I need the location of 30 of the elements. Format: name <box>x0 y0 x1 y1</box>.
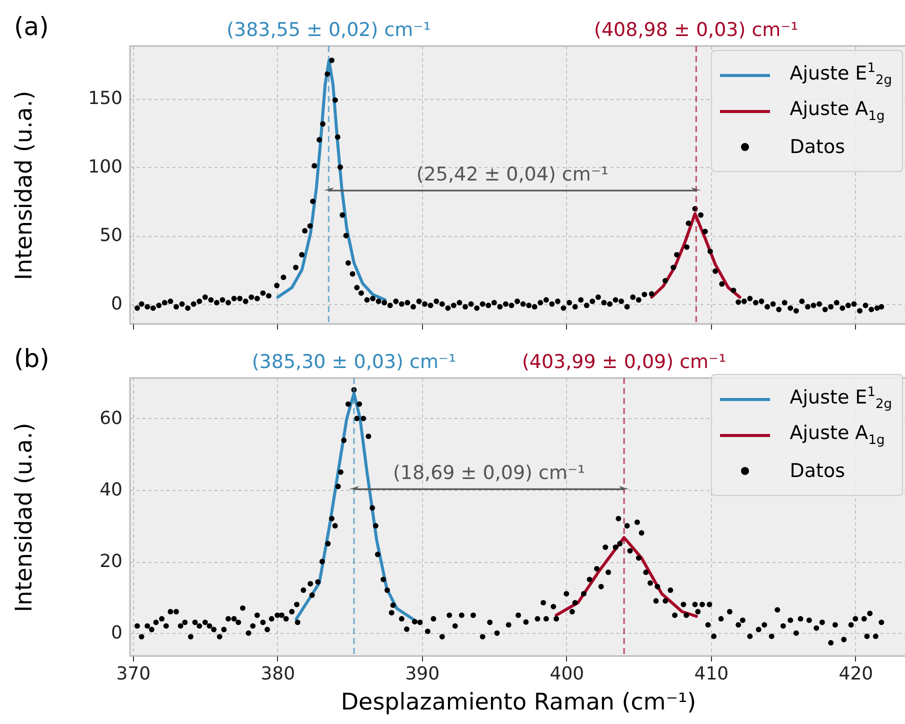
x-tick-label: 380 <box>260 664 296 684</box>
ref-line-label: (383,55 ± 0,02) cm⁻¹ <box>226 19 431 41</box>
x-tick-label: 400 <box>550 664 584 684</box>
y-tick-label: 150 <box>88 88 122 110</box>
legend-label: Datos <box>790 136 846 158</box>
x-axis-title: Desplazamiento Raman (cm⁻¹) <box>340 690 696 716</box>
x-tick-label: 410 <box>694 664 729 684</box>
line-series <box>650 212 742 299</box>
x-tick-label: 370 <box>116 664 151 684</box>
annotation: (25,42 ± 0,04) cm⁻¹ <box>416 164 609 186</box>
legend-label: Ajuste A$_{1g}$ <box>790 422 885 448</box>
legend-label: Datos <box>790 460 846 482</box>
y-axis-title: Intensidad (u.a.) <box>12 422 38 612</box>
chart-title: (a) <box>14 12 49 41</box>
ref-line-label: (403,99 ± 0,09) cm⁻¹ <box>522 351 726 373</box>
ref-line-label: (385,30 ± 0,03) cm⁻¹ <box>252 351 456 373</box>
y-tick-label: 100 <box>88 156 122 178</box>
x-tick-label: 420 <box>838 664 874 684</box>
y-tick-label: 20 <box>100 551 122 572</box>
legend-label: Ajuste A$_{1g}$ <box>790 98 885 124</box>
x-tick-label: 390 <box>405 664 440 684</box>
y-tick-label: 0 <box>111 622 122 644</box>
ref-line-label: (408,98 ± 0,03) cm⁻¹ <box>594 19 798 41</box>
y-tick-label: 40 <box>100 479 122 500</box>
y-tick-label: 60 <box>100 408 122 429</box>
chart-title: (b) <box>14 344 50 373</box>
y-tick-label: 0 <box>111 294 122 315</box>
y-axis-title: Intensidad (u.a.) <box>12 90 38 280</box>
y-tick-label: 50 <box>100 225 122 246</box>
annotation: (18,69 ± 0,09) cm⁻¹ <box>392 462 586 484</box>
